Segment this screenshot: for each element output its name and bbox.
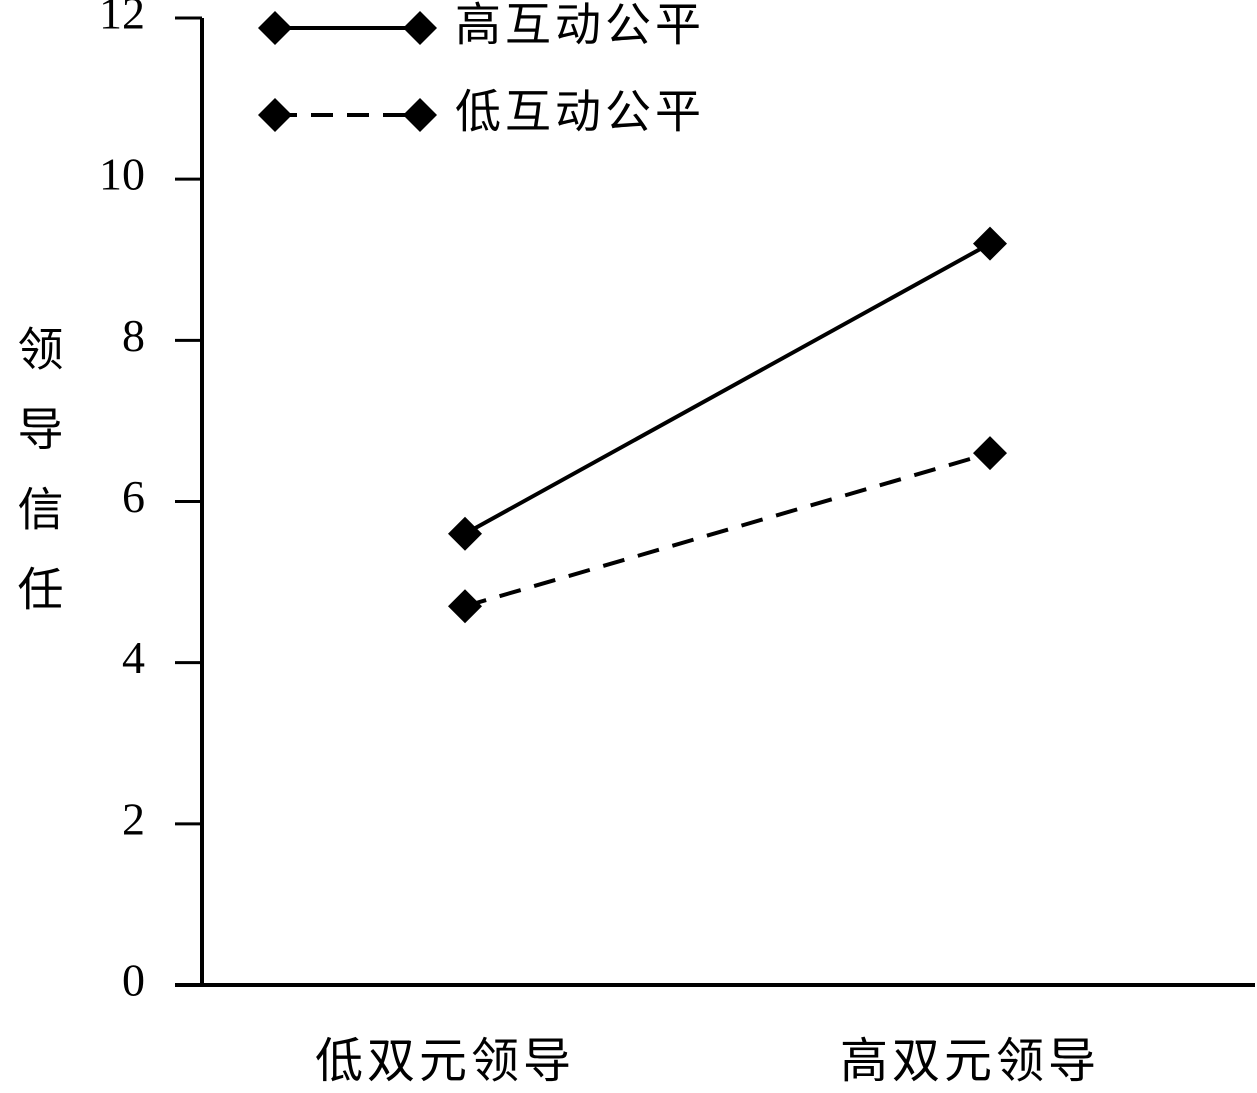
legend-marker: [403, 98, 437, 132]
point-marker: [973, 436, 1007, 471]
y-tick-label: 4: [122, 632, 145, 683]
legend-label: 高互动公平: [455, 0, 705, 51]
x-tick-label: 高双元领导: [840, 1035, 1100, 1088]
y-tick-label: 0: [122, 955, 145, 1006]
y-axis-label: 领导信任: [11, 325, 62, 645]
series-line: [464, 451, 991, 609]
y-tick-label: 12: [99, 0, 145, 39]
y-tick-label: 6: [122, 471, 145, 522]
y-tick-label: 8: [122, 310, 145, 361]
point-marker: [448, 516, 482, 551]
y-tick-label: 2: [122, 793, 145, 844]
legend-marker: [258, 98, 292, 132]
legend-marker: [403, 11, 437, 45]
legend-marker: [258, 11, 292, 45]
y-tick-label: 10: [99, 149, 145, 200]
point-marker: [448, 589, 482, 624]
legend-label: 低互动公平: [455, 87, 705, 138]
series-line: [464, 241, 991, 536]
point-marker: [973, 226, 1007, 261]
x-tick-label: 低双元领导: [315, 1035, 575, 1088]
